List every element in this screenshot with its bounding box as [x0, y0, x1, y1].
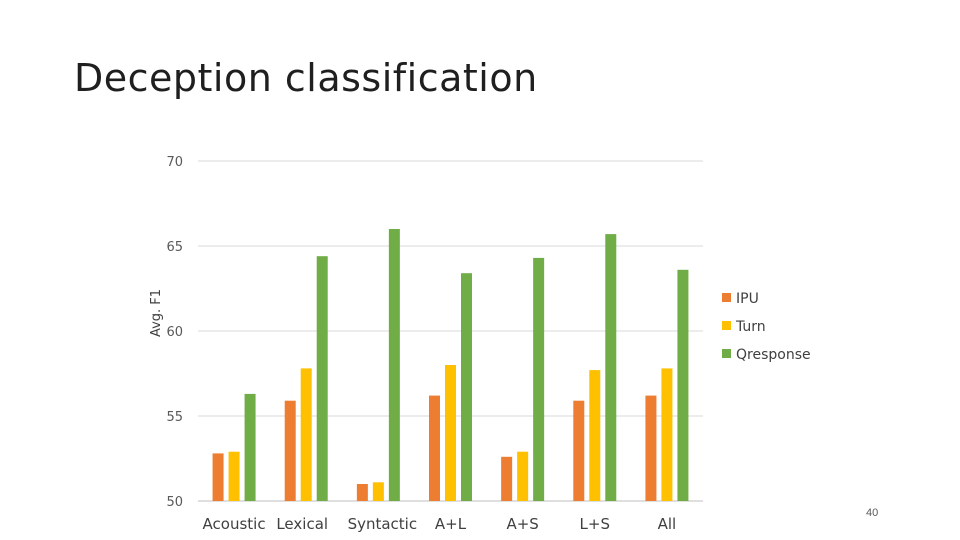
x-category-label: Syntactic [348, 515, 418, 533]
slide-title: Deception classification [74, 56, 538, 100]
bar-turn-syntactic [372, 482, 384, 501]
bar-turn-lexical [300, 368, 312, 501]
legend-swatch-qresponse [722, 349, 731, 358]
y-tick-label: 65 [166, 240, 183, 255]
legend-label: Turn [735, 319, 766, 335]
bar-qresponse-all [677, 269, 689, 501]
bar-qresponse-as [533, 257, 545, 501]
y-tick-label: 60 [166, 325, 183, 340]
legend: IPU Turn Qresponse [722, 291, 811, 363]
bar-ipu-al [429, 395, 440, 501]
legend-swatch-turn [722, 321, 731, 330]
bar-qresponse-al [461, 273, 472, 501]
bar-ipu-acoustic [212, 453, 224, 501]
y-axis-ticks: 50 55 60 65 70 [166, 155, 183, 510]
bar-qresponse-ls [605, 234, 617, 501]
bar-ipu-as [501, 456, 513, 501]
y-tick-label: 55 [166, 410, 183, 425]
x-category-label: L+S [580, 515, 610, 533]
bar-qresponse-syntactic [388, 229, 400, 501]
x-category-label: All [658, 515, 677, 533]
x-axis-labels: Acoustic Lexical Syntactic A+L A+S L+S All [203, 515, 677, 533]
bar-qresponse-acoustic [244, 393, 256, 501]
y-tick-label: 50 [166, 495, 183, 510]
bar-ipu-all [645, 395, 657, 501]
x-category-label: Lexical [276, 515, 328, 533]
legend-label: IPU [736, 291, 759, 307]
bar-ipu-ls [573, 400, 585, 501]
bar-turn-acoustic [228, 451, 240, 501]
bar-ipu-lexical [284, 400, 296, 501]
legend-label: Qresponse [736, 347, 811, 363]
bar-turn-as [517, 451, 529, 501]
bars [212, 229, 689, 501]
y-axis-title: Avg. F1 [149, 289, 164, 337]
bar-turn-ls [589, 370, 601, 501]
x-category-label: A+S [506, 515, 538, 533]
bar-turn-all [661, 368, 673, 501]
bar-turn-al [445, 365, 456, 501]
x-category-label: A+L [435, 515, 467, 533]
y-tick-label: 70 [166, 155, 183, 170]
bar-qresponse-lexical [316, 256, 328, 501]
legend-swatch-ipu [722, 293, 731, 302]
bar-ipu-syntactic [356, 484, 368, 501]
page-number: 40 [866, 507, 879, 519]
x-category-label: Acoustic [203, 515, 266, 533]
